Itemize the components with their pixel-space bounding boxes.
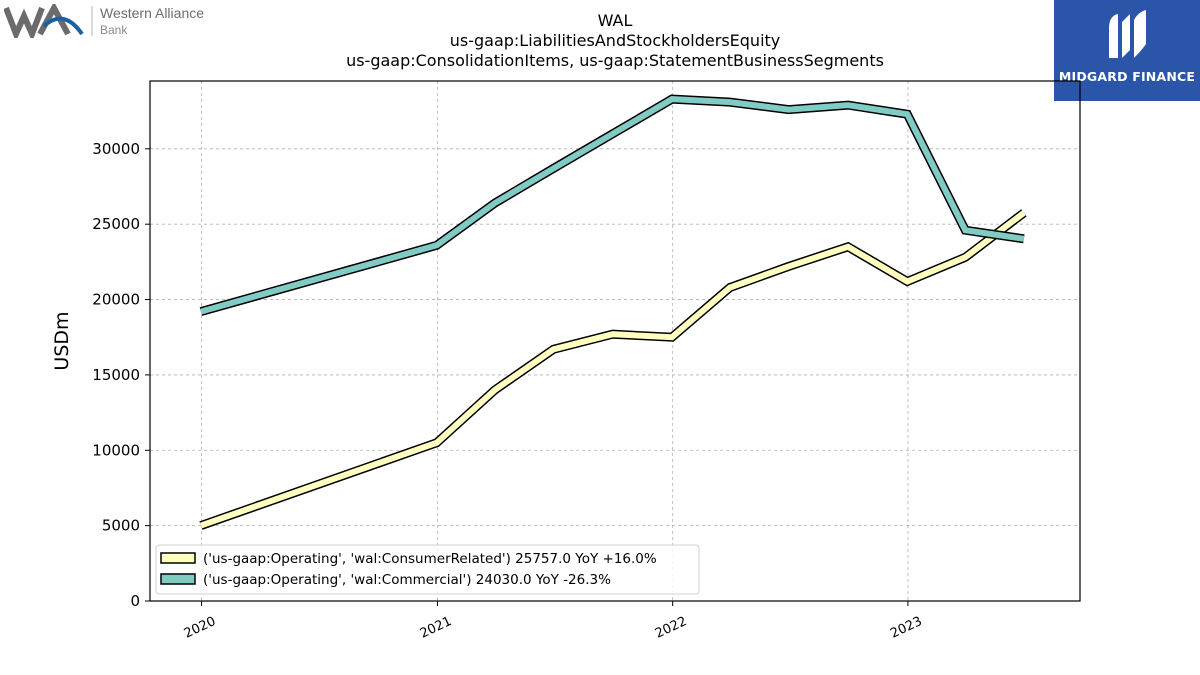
western-alliance-mark-icon bbox=[3, 1, 93, 42]
legend-swatch bbox=[160, 573, 196, 585]
plot-frame bbox=[149, 80, 1081, 602]
legend-label: ('us-gaap:Operating', 'wal:Commercial') … bbox=[203, 572, 611, 588]
legend-swatch bbox=[160, 552, 196, 564]
midgard-finance-logo: MIDGARD FINANCE bbox=[1054, 0, 1200, 101]
logo-name-line1: Western Alliance bbox=[100, 5, 205, 21]
title-line: WAL bbox=[598, 11, 633, 30]
y-tick-label: 30000 bbox=[92, 140, 140, 158]
midgard-mark-icon bbox=[1109, 10, 1146, 58]
title-line: us-gaap:LiabilitiesAndStockholdersEquity bbox=[450, 31, 781, 50]
y-tick-label: 25000 bbox=[92, 215, 140, 233]
x-tick-label: 2021 bbox=[418, 614, 454, 642]
series-line-outline bbox=[199, 209, 1027, 530]
legend-box bbox=[155, 544, 700, 595]
series-lines bbox=[199, 94, 1027, 530]
title-line: us-gaap:ConsolidationItems, us-gaap:Stat… bbox=[346, 51, 884, 70]
x-tick-label: 2020 bbox=[182, 614, 218, 642]
logo-name-line2: Bank bbox=[100, 23, 128, 37]
y-axis-label: USDm bbox=[51, 311, 73, 370]
y-tick-label: 20000 bbox=[92, 291, 140, 309]
grid-lines bbox=[150, 81, 1080, 602]
logo-brand-text: MIDGARD FINANCE bbox=[1058, 69, 1196, 84]
series-line bbox=[199, 210, 1026, 529]
legend: ('us-gaap:Operating', 'wal:ConsumerRelat… bbox=[155, 544, 700, 595]
x-tick-label: 2022 bbox=[653, 614, 689, 642]
series-line bbox=[200, 96, 1025, 315]
western-alliance-logo: Western Alliance Bank bbox=[3, 1, 224, 42]
y-tick-label: 0 bbox=[130, 592, 140, 610]
x-tick-label: 2023 bbox=[888, 614, 924, 642]
y-axis-ticks: 0 5000 10000 15000 20000 25000 30000 bbox=[92, 140, 150, 610]
legend-label: ('us-gaap:Operating', 'wal:ConsumerRelat… bbox=[203, 551, 657, 567]
y-tick-label: 10000 bbox=[92, 441, 140, 459]
y-tick-label: 15000 bbox=[92, 366, 140, 384]
x-axis-ticks: 2020 2021 2022 2023 bbox=[182, 601, 925, 642]
y-tick-label: 5000 bbox=[102, 517, 140, 535]
chart-title: WALus-gaap:LiabilitiesAndStockholdersEqu… bbox=[346, 11, 884, 70]
